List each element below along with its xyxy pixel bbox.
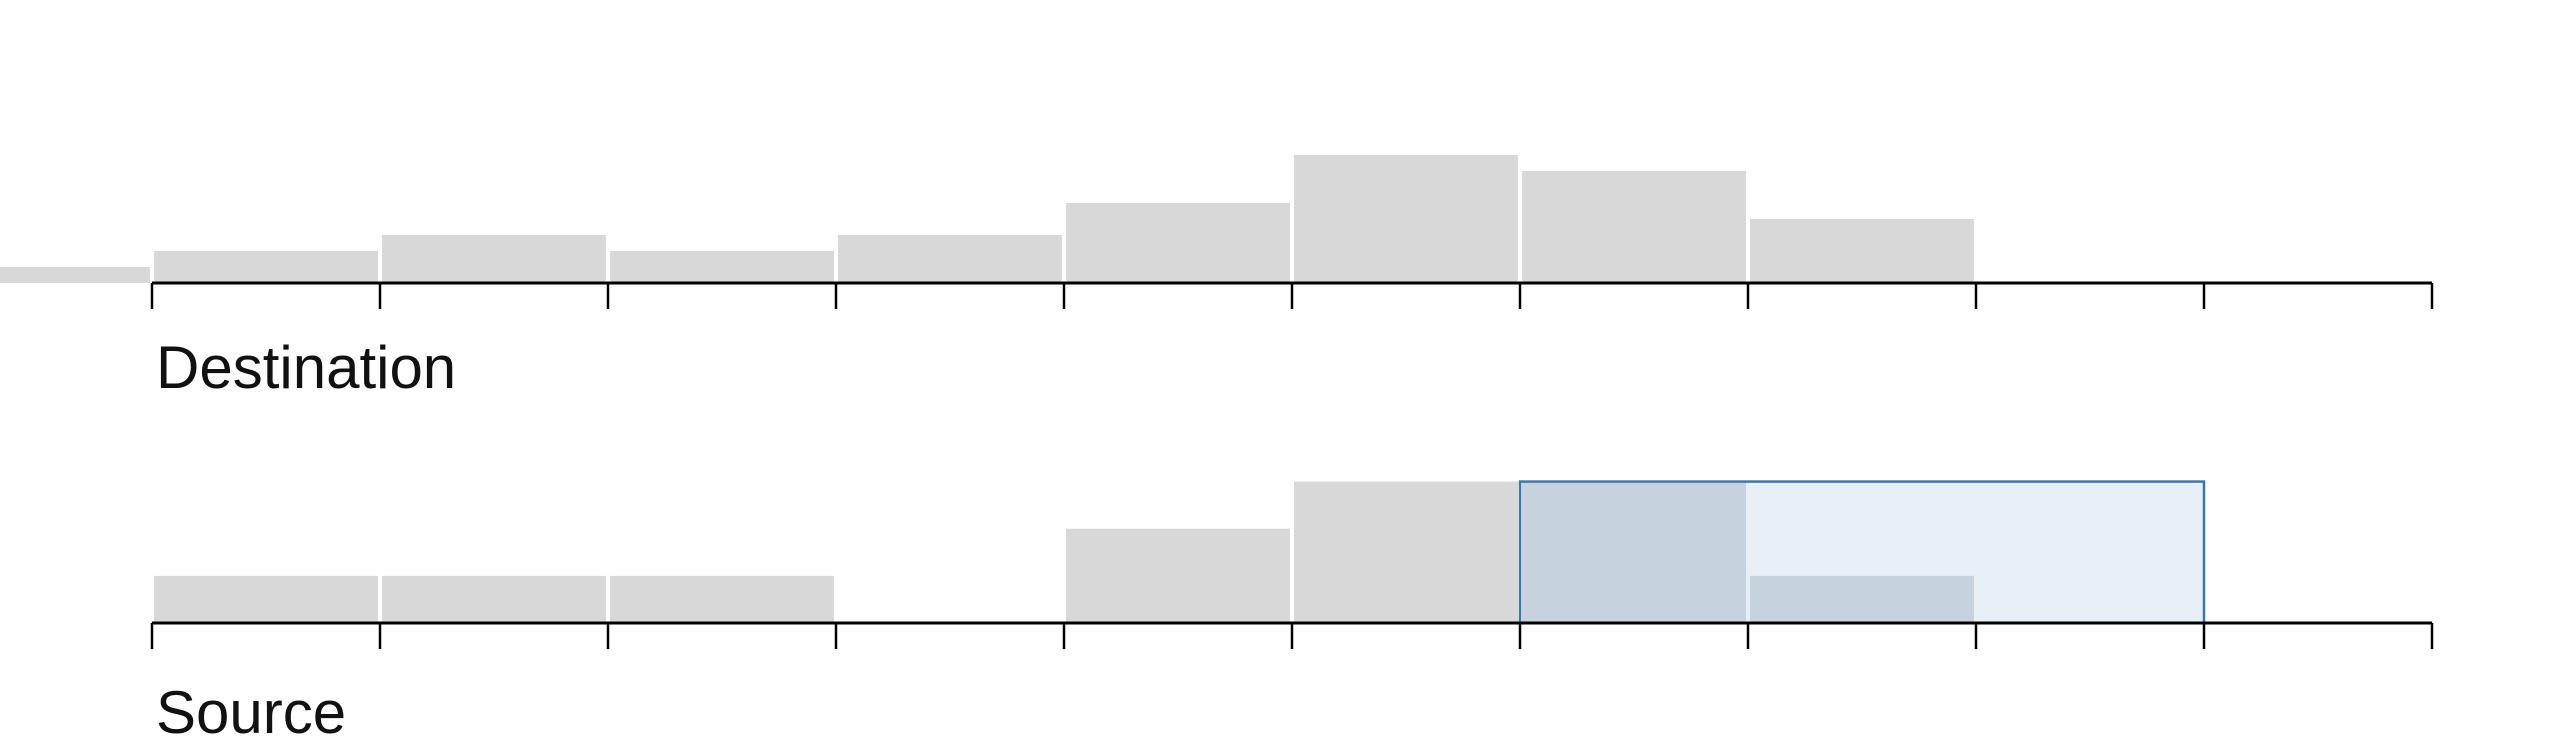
source-bar (1294, 481, 1518, 623)
source-bar (610, 575, 834, 623)
source-bar (1750, 575, 1974, 623)
destination-bar (1522, 171, 1746, 283)
destination-bar (1066, 203, 1290, 283)
source-brush-selection[interactable] (1518, 480, 2206, 625)
destination-axis-label: Destination (156, 334, 456, 401)
source-bar (154, 575, 378, 623)
source-bar (1522, 481, 1746, 623)
destination-bar (1294, 155, 1518, 283)
destination-bar (382, 235, 606, 283)
destination-bar (0, 267, 150, 283)
destination-histogram: Destination (0, 155, 2434, 401)
source-axis-label: Source (156, 679, 346, 742)
destination-bar (610, 251, 834, 283)
source-bar (382, 575, 606, 623)
destination-bar (838, 235, 1062, 283)
source-histogram[interactable]: Source (150, 480, 2434, 742)
destination-bar (1750, 219, 1974, 283)
destination-bar (154, 251, 378, 283)
source-bar (1066, 528, 1290, 623)
